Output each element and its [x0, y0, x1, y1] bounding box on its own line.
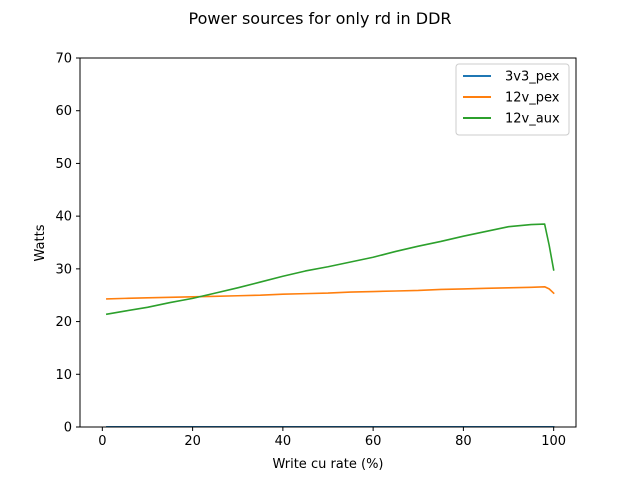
y-tick-label: 70	[55, 52, 72, 67]
plot-frame	[79, 57, 577, 428]
x-axis-label: Write cu rate (%)	[272, 457, 383, 472]
x-tick-label: 80	[455, 434, 472, 449]
chart-title: Power sources for only rd in DDR	[189, 9, 452, 28]
y-tick-label: 60	[55, 104, 72, 119]
x-tick-label: 60	[365, 434, 382, 449]
legend-label-3v3_pex: 3v3_pex	[505, 70, 560, 85]
series-line-12v_aux	[105, 223, 555, 316]
x-tick-label: 40	[275, 434, 292, 449]
legend-label-12v_aux: 12v_aux	[505, 112, 560, 127]
y-tick-label: 30	[55, 262, 72, 277]
x-tick-label: 100	[541, 434, 566, 449]
y-tick-label: 10	[55, 368, 72, 383]
y-tick-label: 0	[64, 421, 72, 436]
legend: 3v3_pex 12v_pex 12v_aux	[455, 63, 570, 136]
series-line-12v_pex	[106, 285, 555, 300]
x-tick-label: 20	[184, 434, 201, 449]
x-tick-label: 0	[98, 434, 106, 449]
y-axis-label: Watts	[33, 224, 48, 261]
y-tick-label: 20	[55, 315, 72, 330]
plot-area: 0 20 40 60 80 100 0 10 20 30 40 50 60 70	[55, 52, 577, 449]
y-tick-label: 50	[55, 157, 72, 172]
legend-label-12v_pex: 12v_pex	[505, 91, 560, 106]
y-tick-label: 40	[55, 210, 72, 225]
